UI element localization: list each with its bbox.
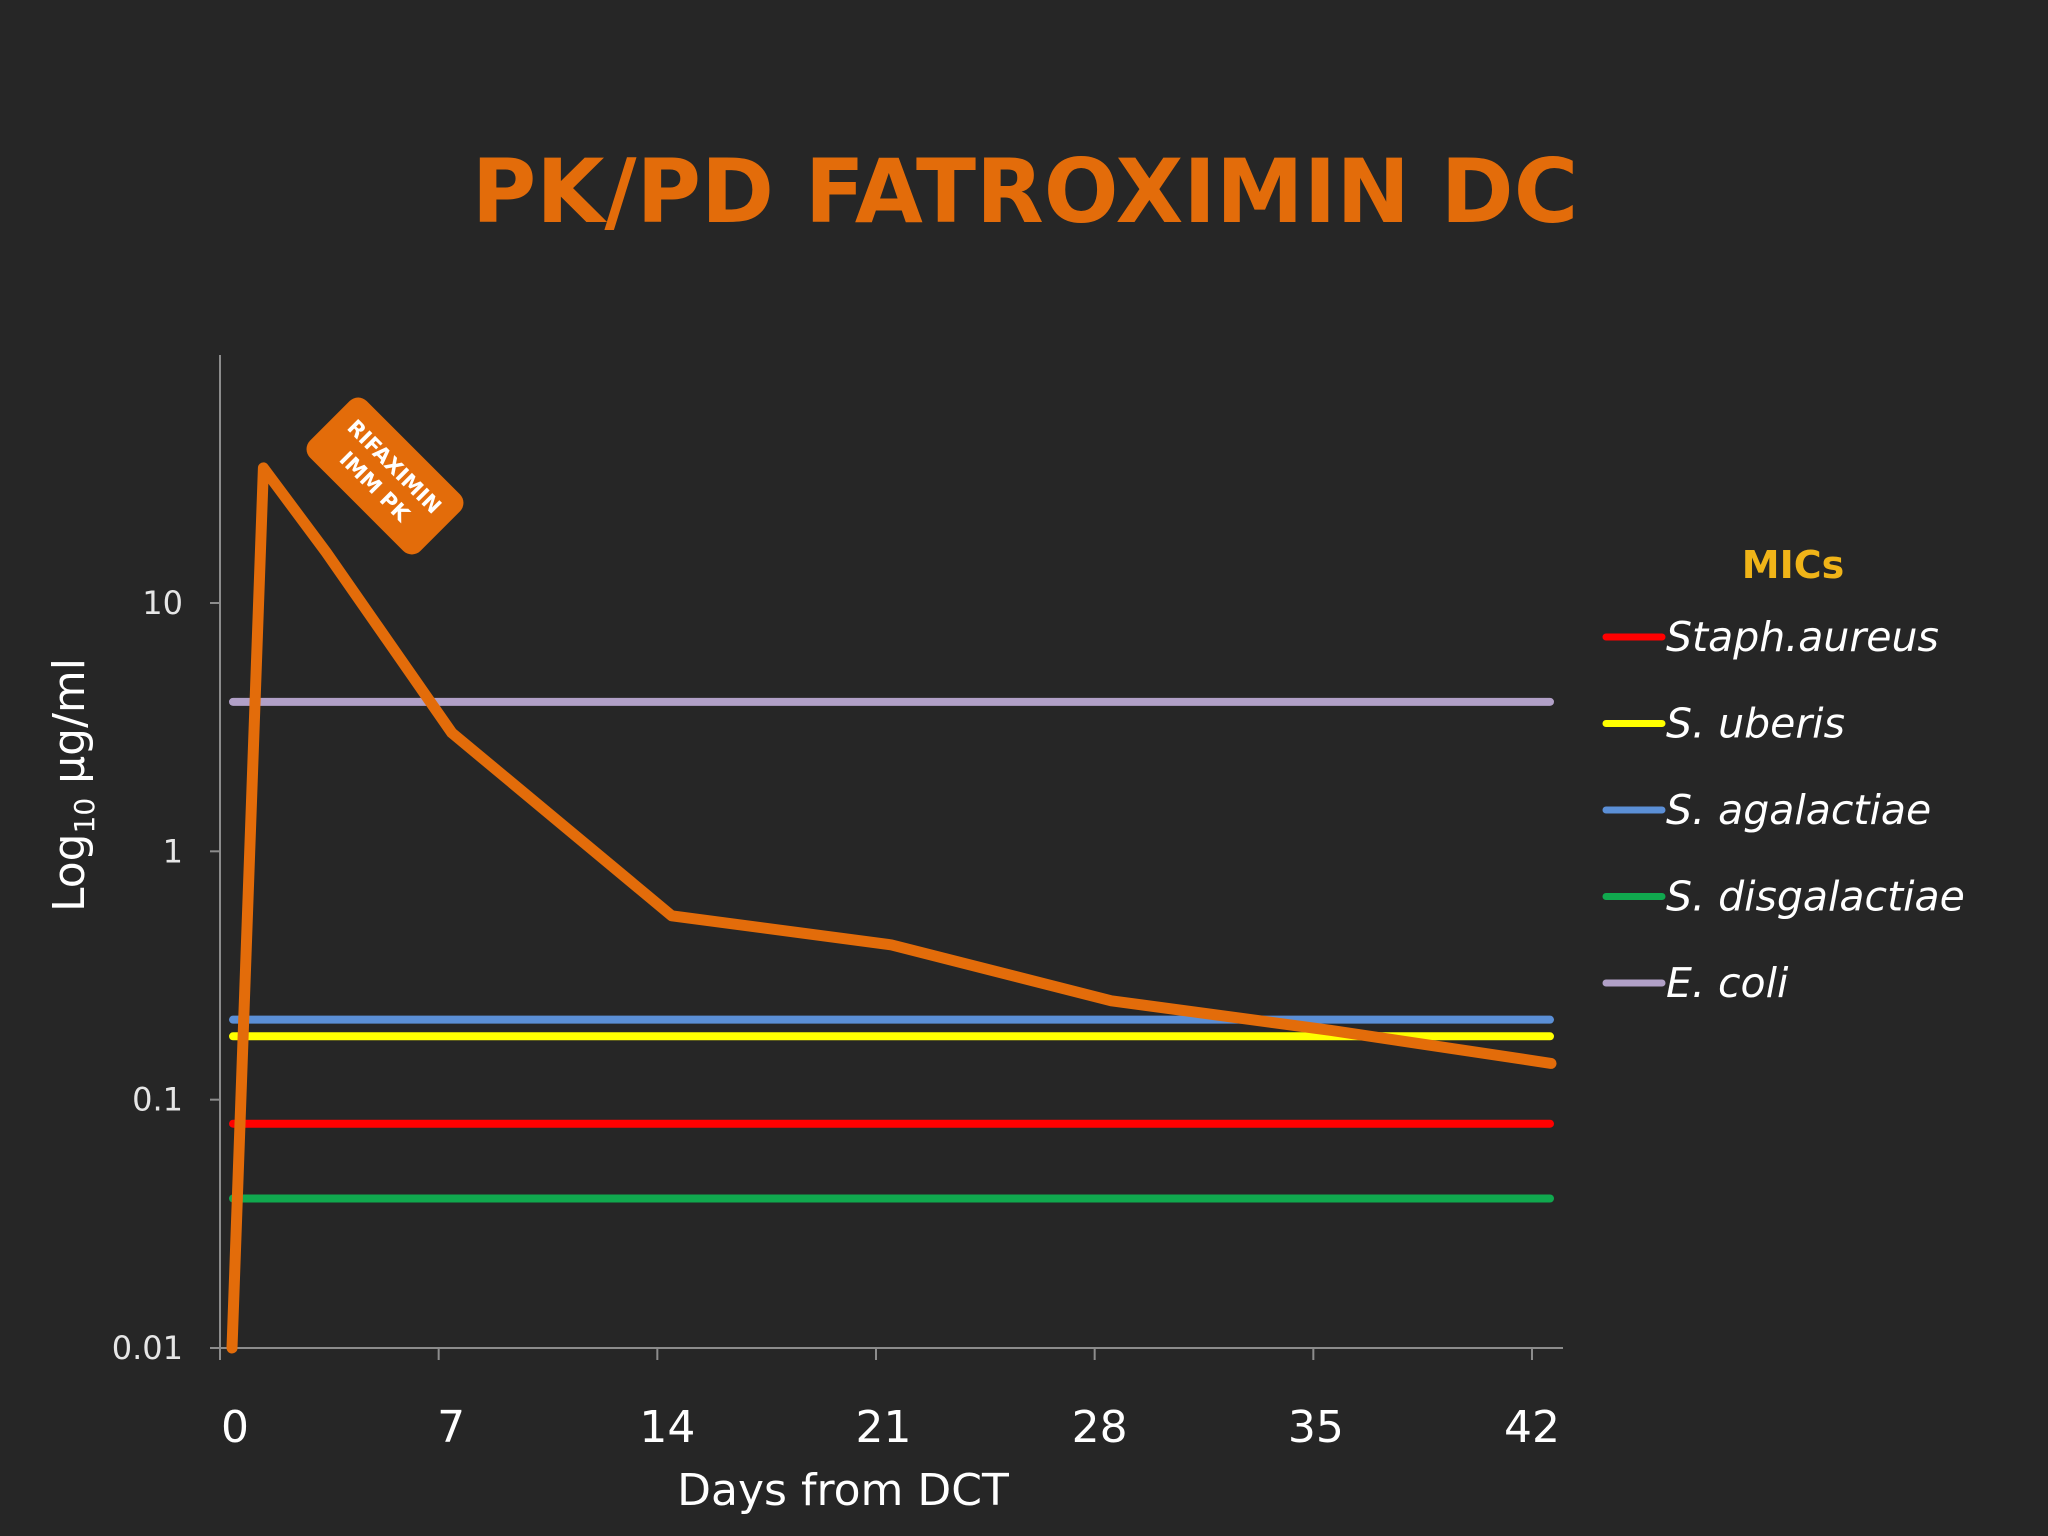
y-tick-label: 0.01 <box>112 1329 183 1367</box>
y-tick-label: 10 <box>142 584 183 622</box>
y-axis-title: Log10 µg/ml <box>44 658 101 912</box>
mic-lines <box>229 697 1554 1203</box>
legend-item: S. uberis <box>1602 700 1845 748</box>
x-tick-label: 35 <box>1288 1402 1344 1453</box>
y-axis-title-subscript: 10 <box>68 798 101 834</box>
legend-item: S. agalactiae <box>1602 786 1931 834</box>
legend-label: S. disgalactiae <box>1666 873 1965 921</box>
legend-label: E. coli <box>1666 959 1789 1007</box>
x-ticks: 0 7 14 21 28 35 42 <box>219 1348 1560 1453</box>
y-axis-title-main: Log <box>44 833 95 912</box>
y-axis-title-unit: µg/ml <box>44 658 95 798</box>
y-ticks: 0.01 0.1 1 10 <box>112 584 220 1367</box>
pk-annotation: RIFAXIMIN IMM PK <box>306 397 464 555</box>
x-tick-label: 21 <box>856 1402 912 1453</box>
legend-label: Staph.aureus <box>1666 613 1939 661</box>
legend-item: S. disgalactiae <box>1602 873 1965 921</box>
legend-item: Staph.aureus <box>1602 613 1939 661</box>
x-axis-title: Days from DCT <box>677 1465 1009 1516</box>
legend-label: S. uberis <box>1666 700 1845 748</box>
x-tick-label: 14 <box>639 1402 695 1453</box>
slide-title: PK/PD FATROXIMIN DC <box>472 140 1579 243</box>
pk-layer <box>226 462 1557 1354</box>
x-tick-label: 0 <box>221 1402 249 1453</box>
y-tick-label: 0.1 <box>132 1081 183 1119</box>
annotation-box <box>306 397 464 555</box>
x-tick-label: 28 <box>1072 1402 1128 1453</box>
pk-concentration-line <box>226 462 1557 1354</box>
legend: Staph.aureus S. uberis S. agalactiae S. dis… <box>1602 613 1965 1007</box>
legend-item: E. coli <box>1602 959 1789 1007</box>
y-tick-label: 1 <box>163 832 183 870</box>
x-tick-label: 42 <box>1504 1402 1560 1453</box>
x-tick-label: 7 <box>437 1402 465 1453</box>
legend-title: MICs <box>1742 543 1844 587</box>
legend-label: S. agalactiae <box>1666 786 1931 834</box>
